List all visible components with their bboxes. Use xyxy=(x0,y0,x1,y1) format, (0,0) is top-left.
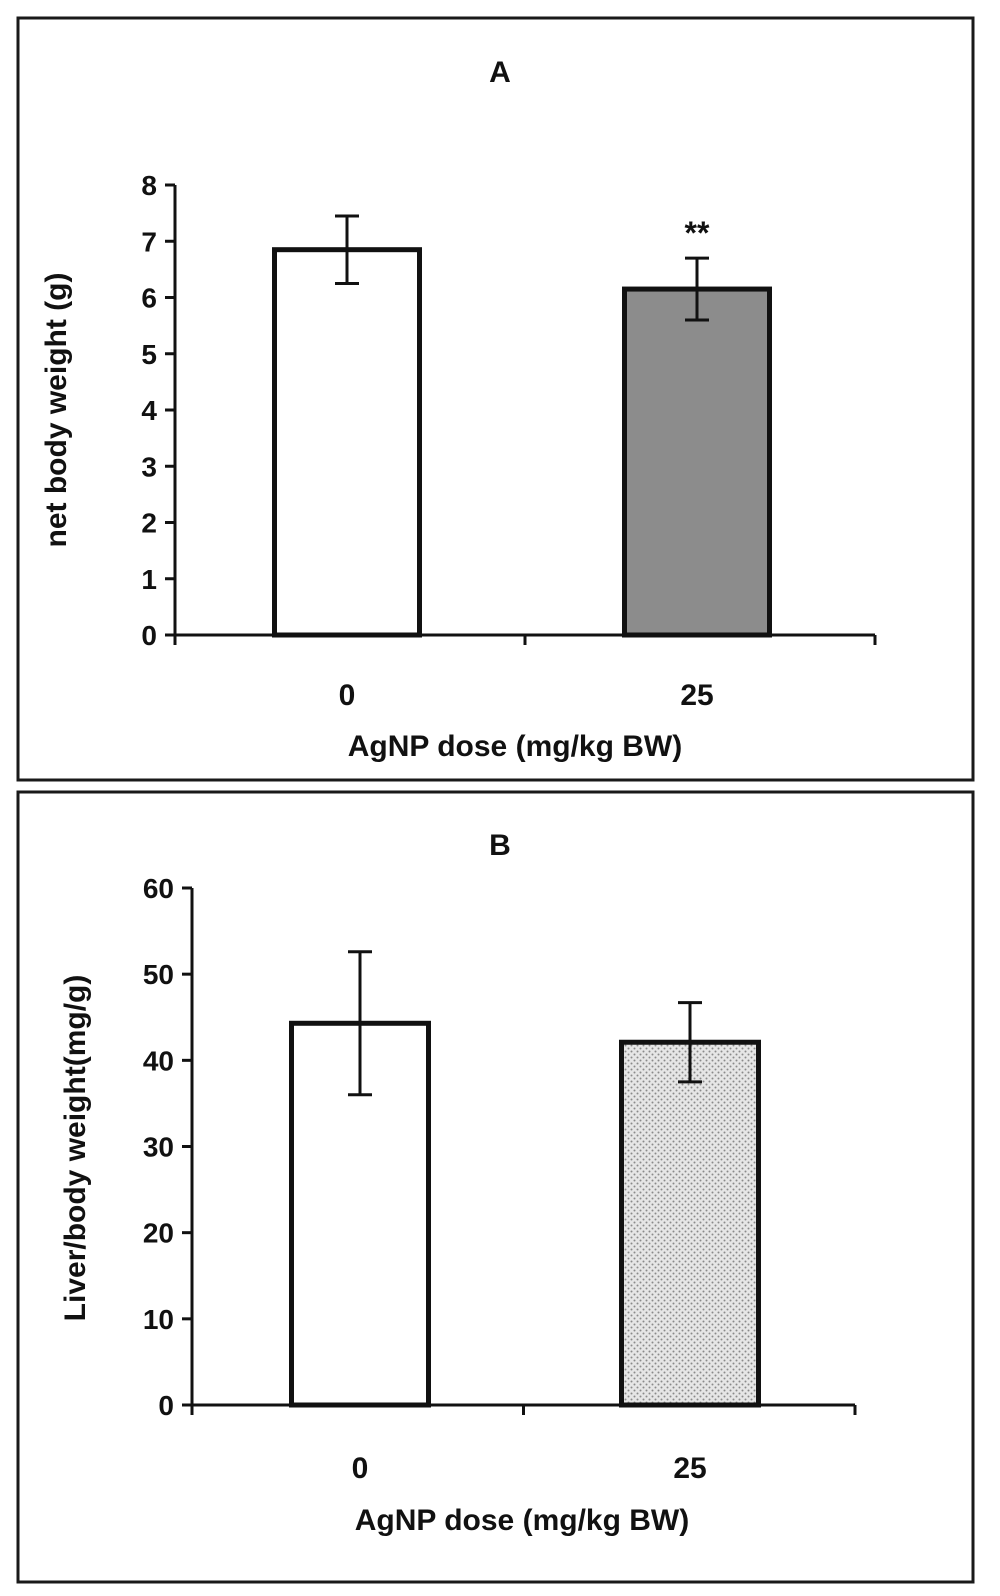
y-tick-label: 10 xyxy=(143,1304,174,1335)
y-tick-label: 0 xyxy=(141,620,157,651)
y-tick-label: 1 xyxy=(141,564,157,595)
y-tick-label: 40 xyxy=(143,1045,174,1076)
panel-a-title: A xyxy=(489,56,511,89)
panel-b-ylabel: Liver/body weight(mg/g) xyxy=(59,975,92,1322)
panel-a-xlabel: AgNP dose (mg/kg BW) xyxy=(348,730,682,763)
y-tick-label: 5 xyxy=(141,339,157,370)
panel-b-title: B xyxy=(489,829,511,862)
y-tick-label: 4 xyxy=(141,395,157,426)
panel-b-frame xyxy=(16,790,975,1584)
panel-a-frame xyxy=(16,16,975,782)
x-tick-label: 25 xyxy=(673,1452,706,1485)
y-tick-label: 6 xyxy=(141,283,157,314)
panel-a-plot: 0 1 2 3 4 5 6 7 8 0 ** 25 xyxy=(141,170,877,712)
y-tick-label: 8 xyxy=(141,170,157,201)
bar-25 xyxy=(619,1039,761,1408)
panel-a-ylabel: net body weight (g) xyxy=(40,273,73,548)
significance-label: ** xyxy=(685,215,710,251)
x-tick-label: 0 xyxy=(352,1452,369,1485)
bar-0 xyxy=(272,247,422,638)
y-tick-label: 20 xyxy=(143,1218,174,1249)
panel-a: A net body weight (g) AgNP dose (mg/kg B… xyxy=(16,16,975,782)
y-tick-label: 0 xyxy=(158,1390,174,1421)
y-tick-label: 3 xyxy=(141,451,157,482)
bar-25 xyxy=(622,286,772,638)
y-tick-label: 30 xyxy=(143,1132,174,1163)
panel-b-plot: 0 10 20 30 40 50 60 0 25 xyxy=(143,873,857,1485)
x-tick-label: 25 xyxy=(680,679,713,712)
x-tick-label: 0 xyxy=(339,679,356,712)
y-tick-label: 50 xyxy=(143,959,174,990)
y-tick-label: 2 xyxy=(141,508,157,539)
panel-b-xlabel: AgNP dose (mg/kg BW) xyxy=(355,1504,689,1537)
panel-b: B Liver/body weight(mg/g) AgNP dose (mg/… xyxy=(16,790,975,1584)
y-tick-label: 7 xyxy=(141,226,157,257)
y-tick-label: 60 xyxy=(143,873,174,904)
